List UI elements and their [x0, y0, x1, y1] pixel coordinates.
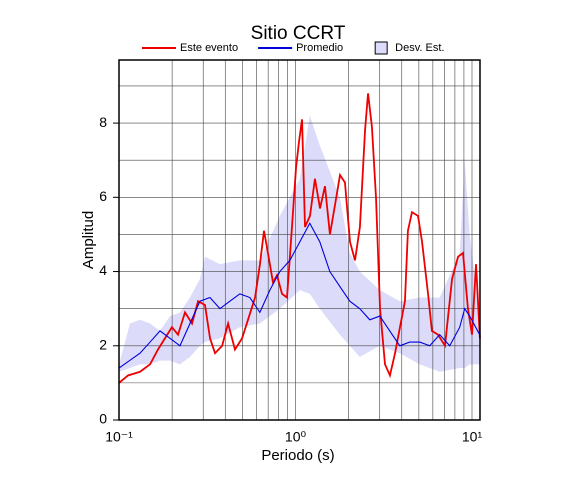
y-axis-label: Amplitud: [80, 211, 97, 269]
x-tick-label: 10¹: [462, 429, 483, 445]
legend-label: Desv. Est.: [395, 42, 444, 54]
y-tick-label: 4: [99, 262, 107, 278]
legend-label: Este evento: [180, 42, 238, 54]
x-tick-label: 10⁰: [285, 429, 307, 445]
legend-swatch: [374, 41, 388, 55]
y-tick-label: 0: [99, 411, 107, 427]
x-tick-label: 10⁻¹: [105, 429, 133, 445]
legend-label: Promedio: [296, 42, 343, 54]
y-tick-label: 2: [99, 336, 107, 352]
series-line: [118, 93, 481, 384]
x-axis-label: Periodo (s): [261, 447, 334, 464]
y-tick-label: 6: [99, 188, 107, 204]
series-line: [118, 222, 481, 369]
y-tick-label: 8: [99, 114, 107, 130]
plot-frame: [118, 59, 481, 421]
chart-title: Sitio CCRT: [251, 23, 346, 44]
